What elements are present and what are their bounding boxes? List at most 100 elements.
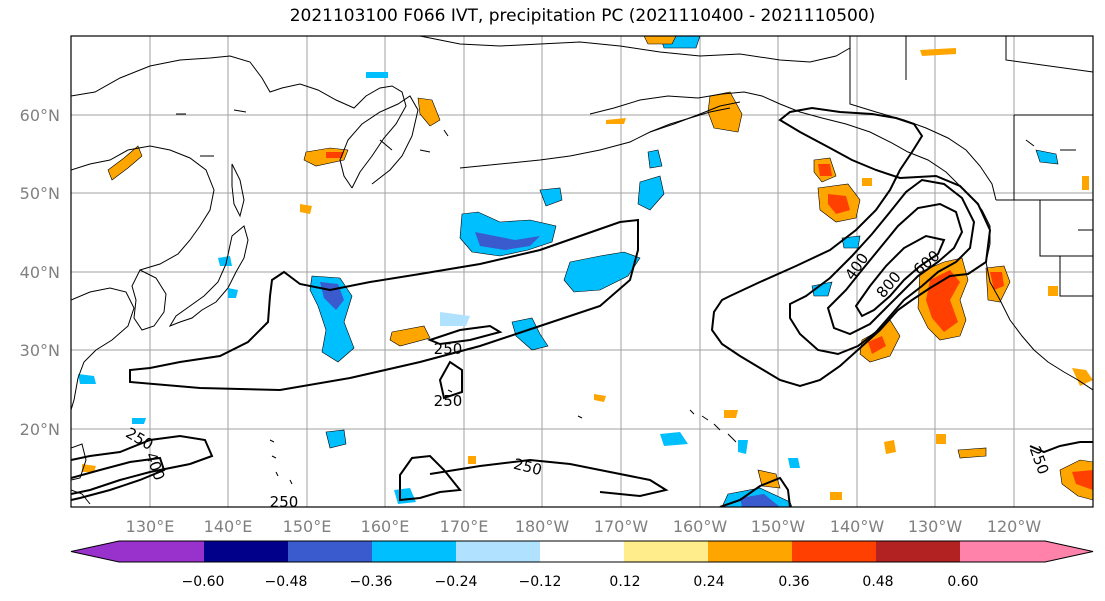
- colorbar-tick-label: −0.60: [182, 574, 225, 590]
- precip-patch: [82, 464, 96, 472]
- contour-600: [826, 202, 964, 336]
- precip-patch: [300, 204, 312, 214]
- coast-bc: [981, 209, 1093, 391]
- precip-patch: [868, 336, 886, 354]
- contour-250-loop: [427, 324, 503, 346]
- lat-label-30: 30°N: [20, 341, 60, 360]
- precip-patch: [724, 410, 738, 418]
- precip-patch: [440, 312, 470, 326]
- contour-250-east: [1029, 441, 1093, 454]
- precip-patch: [594, 394, 606, 402]
- lon-label: 130°W: [908, 517, 963, 536]
- precip-patch: [417, 97, 441, 127]
- precip-patch: [660, 432, 688, 446]
- precip-patch: [920, 48, 956, 56]
- lat-labels: 60°N 50°N 40°N 30°N 20°N: [20, 106, 60, 439]
- colorbar-segment: [372, 541, 456, 562]
- contour-250-sw: [71, 434, 214, 495]
- precip-patch: [78, 374, 96, 384]
- precip-patch: [830, 492, 842, 500]
- colorbar-segment: [624, 541, 708, 562]
- colorbar-segment: [876, 541, 960, 562]
- precip-patch: [1072, 470, 1093, 490]
- colorbar-tick-label: −0.48: [265, 574, 308, 590]
- coast-canada: [849, 36, 997, 201]
- lon-label: 170°E: [440, 517, 489, 536]
- precip-patch: [1072, 368, 1093, 386]
- coast-japan: [168, 225, 249, 328]
- contour-label: 250: [434, 392, 463, 410]
- lat-label-40: 40°N: [20, 263, 60, 282]
- colorbar: −0.60 −0.48 −0.36 −0.24 −0.12 0.12 0.24 …: [70, 540, 1094, 590]
- lat-label-60: 60°N: [20, 106, 60, 125]
- lon-label: 160°W: [673, 517, 728, 536]
- precip-patch: [1082, 176, 1089, 190]
- coast-islands: [269, 389, 583, 485]
- coast-alaska-peninsula: [649, 101, 741, 133]
- colorbar-segment: [204, 541, 288, 562]
- precip-patch: [1048, 286, 1058, 296]
- precip-patch: [326, 152, 344, 158]
- precip-patch: [107, 145, 143, 181]
- precip-patch: [643, 36, 677, 45]
- precip-patch: [990, 272, 1004, 290]
- coast-sakhalin: [231, 163, 245, 218]
- colorbar-tick-label: 0.24: [693, 574, 724, 590]
- precip-patch: [862, 178, 872, 186]
- colorbar-segment: [456, 541, 540, 562]
- colorbar-segment: [540, 541, 624, 562]
- precip-patch: [757, 469, 781, 489]
- lon-label: 160°E: [361, 517, 410, 536]
- ivt-contours: [71, 106, 1093, 507]
- coast-alaska: [589, 91, 983, 211]
- colorbar-tick-label: −0.36: [350, 574, 393, 590]
- colorbar-tick-label: 0.36: [778, 574, 809, 590]
- precip-patch: [606, 118, 626, 124]
- contour-label: 250: [434, 340, 463, 358]
- colorbar-segments: [70, 540, 1094, 563]
- contour-400: [789, 178, 976, 356]
- colorbar-tick-label: −0.12: [519, 574, 562, 590]
- precip-patch: [957, 447, 987, 459]
- lat-label-20: 20°N: [20, 420, 60, 439]
- contour-400-sw: [71, 456, 166, 501]
- lon-label: 120°W: [987, 517, 1042, 536]
- lon-label: 150°W: [751, 517, 806, 536]
- contour-label: 250: [270, 493, 299, 511]
- lon-label: 150°E: [283, 517, 332, 536]
- precip-patch: [811, 281, 833, 297]
- colorbar-tick-label: −0.24: [435, 574, 478, 590]
- precip-patch: [828, 194, 850, 214]
- precip-patch: [563, 251, 641, 293]
- colorbar-segment: [960, 541, 1093, 562]
- precip-patch: [707, 91, 743, 133]
- precip-patch: [228, 288, 238, 298]
- colorbar-tick-labels: −0.60 −0.48 −0.36 −0.24 −0.12 0.12 0.24 …: [182, 574, 979, 590]
- coast-china: [71, 287, 135, 411]
- precip-patch: [325, 429, 347, 449]
- precip-patch: [511, 317, 549, 351]
- colorbar-outline: [70, 540, 1094, 563]
- colorbar-segment: [288, 541, 372, 562]
- precip-patch: [475, 232, 540, 250]
- colorbar-segment: [71, 541, 204, 562]
- coast-state-lines: [1013, 114, 1093, 297]
- contour-250-oval: [438, 360, 463, 400]
- coastlines: [71, 36, 1093, 505]
- map-panel: 250 250 250 250 250 400 400 600 800 250: [70, 35, 1094, 511]
- colorbar-segment: [792, 541, 876, 562]
- coast-korea: [131, 269, 167, 331]
- coast-hawaii: [689, 409, 737, 443]
- precip-patch: [818, 164, 832, 176]
- precip-patch: [884, 440, 896, 454]
- coast-canada-lines: [905, 36, 1093, 80]
- precip-patch: [936, 434, 946, 444]
- precip-patch: [132, 418, 146, 424]
- contour-800: [854, 234, 946, 318]
- coast-aleutians: [459, 107, 731, 169]
- precip-patch: [740, 494, 780, 507]
- precip-patch: [738, 440, 748, 454]
- coast-misc: [176, 109, 1076, 157]
- lon-label: 140°W: [830, 517, 885, 536]
- precip-patch: [647, 149, 663, 169]
